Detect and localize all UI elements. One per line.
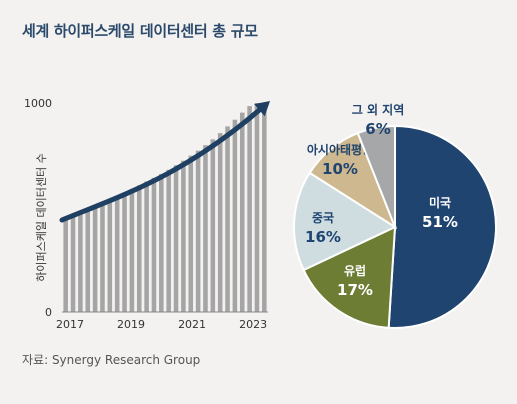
bar [70, 215, 76, 312]
pie-slice-name: 그 외 지역 [352, 102, 405, 117]
bar-chart: 1000 0 하이퍼스케일 데이터센터 수 2017 2019 2021 2023 [24, 97, 270, 331]
pie-slice [387, 124, 497, 329]
bar [181, 160, 186, 312]
bar [129, 189, 135, 312]
y-tick-1000: 1000 [24, 97, 52, 110]
pie-slice-name: 유럽 [344, 264, 366, 278]
x-tick-label: 2023 [239, 318, 267, 331]
trend-arrowhead [254, 101, 270, 117]
x-tick-label: 2021 [178, 318, 206, 331]
bar [254, 103, 260, 312]
pie-slice-name: 미국 [429, 195, 451, 210]
pie-slice-percent: 17% [337, 281, 373, 299]
bar [122, 192, 127, 312]
bar [203, 145, 208, 312]
bar [136, 185, 142, 312]
pie-slice-name: 중국 [312, 211, 334, 225]
bar [151, 177, 157, 312]
bar [114, 195, 120, 312]
bar [92, 205, 98, 312]
bar [85, 209, 91, 312]
bar [247, 106, 252, 312]
bars [63, 103, 267, 312]
bar [195, 150, 201, 312]
bar [225, 126, 230, 312]
y-axis-label: 하이퍼스케일 데이터센터 수 [34, 153, 48, 281]
bar [159, 174, 164, 312]
pie-slice-percent: 16% [305, 228, 341, 246]
bar [262, 103, 267, 312]
chart-title: 세계 하이퍼스케일 데이터센터 총 규모 [22, 22, 258, 40]
bar [78, 212, 83, 312]
bar [100, 202, 105, 312]
pie-slice-percent: 10% [322, 160, 358, 178]
pie-slice [293, 171, 398, 272]
bar [188, 155, 194, 312]
x-tick-label: 2019 [117, 318, 145, 331]
x-tick-label: 2017 [56, 318, 84, 331]
pie-slice [302, 225, 397, 329]
bar [217, 133, 223, 312]
bar [210, 139, 216, 312]
bar [144, 181, 149, 312]
pie-slice [356, 124, 396, 228]
bar [173, 165, 179, 312]
trend-arrow [59, 101, 270, 223]
bar [107, 199, 113, 312]
pie-chart: 미국 51% 유럽 17% 중국 16% 아시아태평양 10% 그 외 지역 6% [293, 102, 497, 329]
source-note: 자료: Synergy Research Group [22, 353, 201, 367]
pie-slice-name: 아시아태평양 [307, 142, 373, 157]
x-ticks: 2017 2019 2021 2023 [56, 318, 267, 331]
bar [63, 219, 68, 312]
bar [232, 119, 238, 312]
y-tick-0: 0 [45, 306, 52, 319]
pie-slice-percent: 6% [365, 120, 390, 138]
bar [239, 112, 245, 312]
bar [166, 169, 171, 312]
trend-line [59, 103, 267, 223]
pie-slice-percent: 51% [422, 213, 458, 231]
